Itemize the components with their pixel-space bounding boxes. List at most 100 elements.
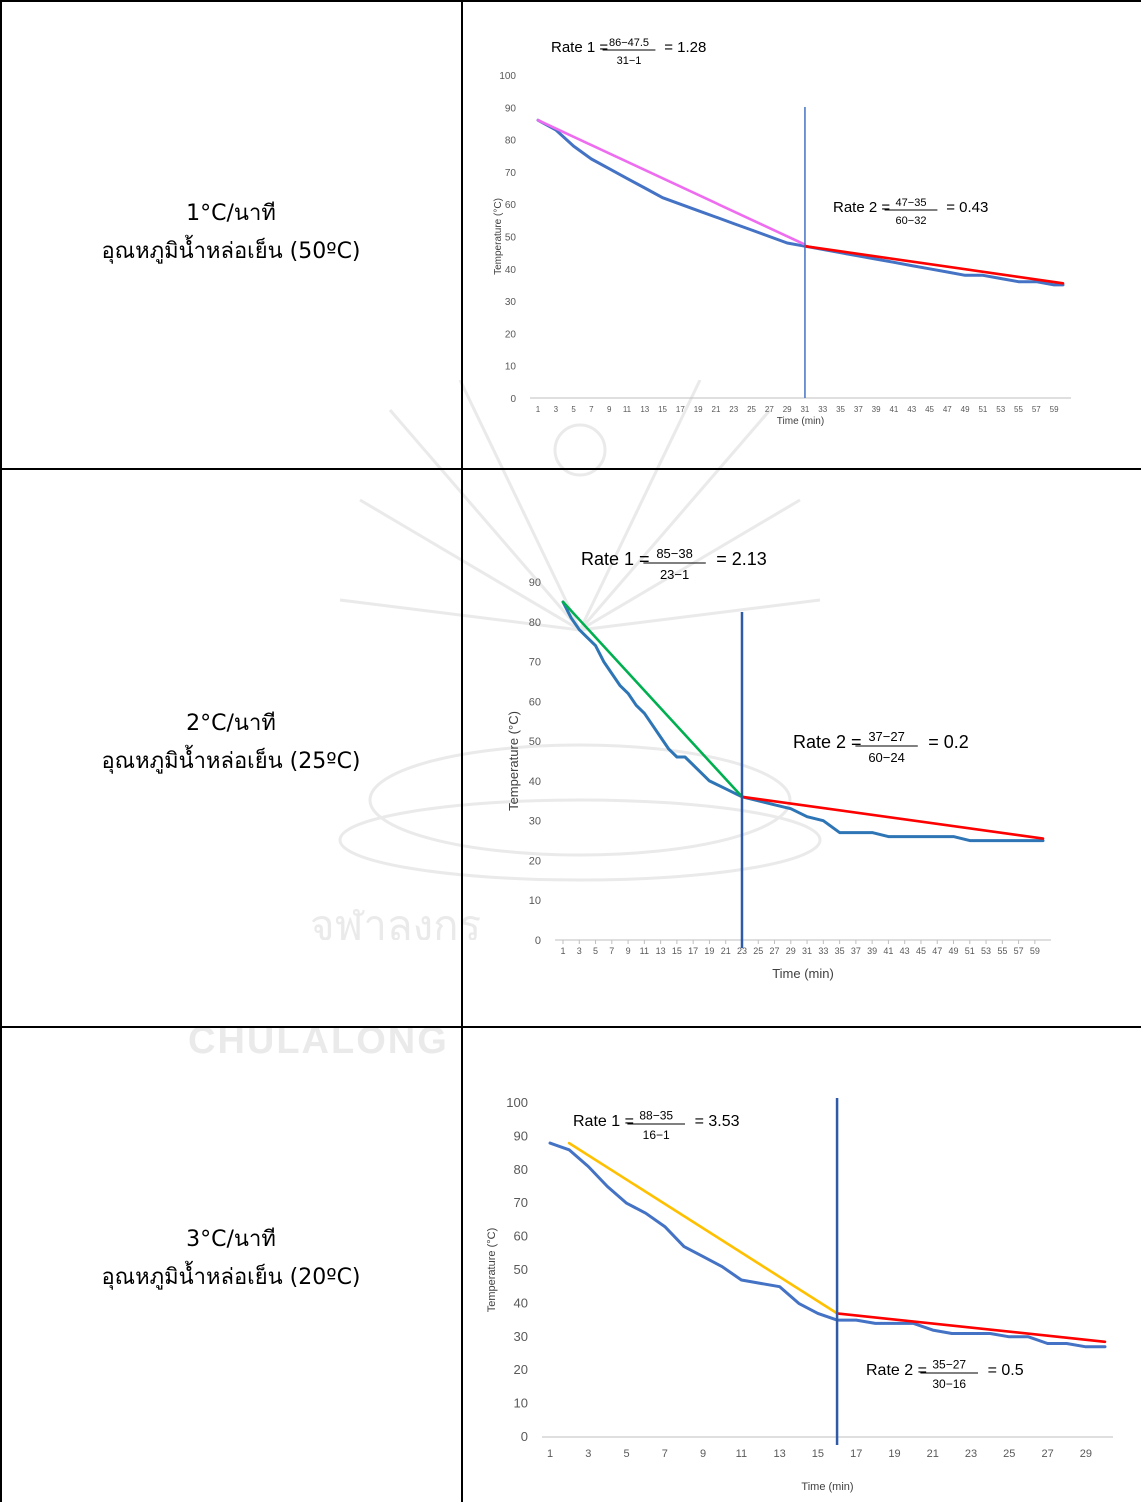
x-tick-label: 17 — [688, 946, 698, 956]
x-tick-label: 35 — [835, 946, 845, 956]
x-tick-label: 15 — [672, 946, 682, 956]
y-tick-label: 70 — [505, 168, 517, 179]
x-tick-label: 41 — [883, 946, 893, 956]
series-line-fit — [567, 1141, 839, 1315]
x-tick-label: 23 — [737, 946, 747, 956]
x-tick-label: 41 — [889, 405, 898, 414]
x-tick-label: 55 — [1014, 405, 1023, 414]
y-axis-label: Temperature (°C) — [506, 711, 521, 811]
table-divider-row-2 — [0, 1026, 1141, 1028]
row-coolant-label: อุณหภูมิน้ำหล่อเย็น (25ºC) — [101, 749, 361, 774]
x-tick-label: 7 — [662, 1448, 668, 1460]
rate-numerator: 35−27 — [932, 1357, 966, 1371]
rate-result: = 0.5 — [988, 1362, 1024, 1379]
x-tick-label: 21 — [927, 1448, 939, 1460]
x-tick-label: 13 — [774, 1448, 786, 1460]
y-tick-label: 60 — [505, 200, 517, 211]
rate-result: = 1.28 — [664, 39, 706, 56]
y-tick-label: 60 — [514, 1229, 528, 1244]
y-tick-label: 20 — [505, 329, 517, 340]
x-tick-label: 33 — [818, 946, 828, 956]
y-tick-label: 40 — [529, 776, 541, 788]
x-tick-label: 3 — [577, 946, 582, 956]
x-tick-label: 27 — [770, 946, 780, 956]
x-tick-label: 27 — [765, 405, 774, 414]
x-tick-label: 57 — [1014, 946, 1024, 956]
rate-numerator: 47−35 — [896, 197, 927, 209]
y-tick-label: 30 — [505, 297, 517, 308]
y-tick-label: 70 — [529, 657, 541, 669]
x-tick-label: 23 — [729, 405, 738, 414]
x-tick-label: 13 — [640, 405, 649, 414]
x-tick-label: 19 — [694, 405, 703, 414]
series-line-fit — [740, 795, 1045, 840]
x-tick-label: 5 — [571, 405, 576, 414]
y-tick-label: 80 — [514, 1162, 528, 1177]
x-tick-label: 39 — [867, 946, 877, 956]
y-tick-label: 90 — [505, 103, 517, 114]
rate-denominator: 60−32 — [896, 215, 927, 227]
y-axis-label: Temperature (°C) — [493, 198, 504, 275]
x-tick-label: 45 — [925, 405, 934, 414]
x-tick-label: 5 — [593, 946, 598, 956]
rate-numerator: 85−38 — [656, 546, 693, 561]
table-border-top — [0, 0, 1141, 2]
x-tick-label: 37 — [854, 405, 863, 414]
x-tick-label: 27 — [1041, 1448, 1053, 1460]
x-tick-label: 17 — [676, 405, 685, 414]
x-axis-label: Time (min) — [772, 966, 834, 981]
x-tick-label: 1 — [536, 405, 541, 414]
table-border-left — [0, 0, 2, 1502]
x-tick-label: 31 — [802, 946, 812, 956]
x-tick-label: 17 — [850, 1448, 862, 1460]
x-tick-label: 1 — [547, 1448, 553, 1460]
x-tick-label: 21 — [721, 946, 731, 956]
y-tick-label: 10 — [505, 362, 517, 373]
y-axis-label: Temperature (°C) — [486, 1228, 498, 1312]
series-line-fit — [835, 1312, 1107, 1344]
x-tick-label: 37 — [851, 946, 861, 956]
rate-result: = 0.2 — [928, 732, 969, 752]
y-tick-label: 70 — [514, 1195, 528, 1210]
y-tick-label: 0 — [521, 1429, 528, 1444]
row-label-1: 1°C/นาที อุณหภูมิน้ำหล่อเย็น (50ºC) — [0, 195, 462, 271]
row-coolant-label: อุณหภูมิน้ำหล่อเย็น (20ºC) — [101, 1265, 361, 1290]
x-tick-label: 15 — [812, 1448, 824, 1460]
x-tick-label: 39 — [872, 405, 881, 414]
x-tick-label: 53 — [996, 405, 1005, 414]
row-rate-label: 2°C/นาที — [186, 711, 276, 736]
x-tick-label: 7 — [609, 946, 614, 956]
x-tick-label: 9 — [700, 1448, 706, 1460]
x-tick-label: 59 — [1050, 405, 1059, 414]
y-tick-label: 20 — [514, 1362, 528, 1377]
rate-denominator: 60−24 — [868, 750, 905, 765]
x-tick-label: 45 — [916, 946, 926, 956]
x-tick-label: 25 — [1003, 1448, 1015, 1460]
y-tick-label: 60 — [529, 696, 541, 708]
series-line-fit — [536, 118, 807, 246]
x-tick-label: 51 — [978, 405, 987, 414]
x-tick-label: 47 — [932, 946, 942, 956]
y-tick-label: 100 — [499, 71, 516, 82]
x-tick-label: 29 — [783, 405, 792, 414]
x-tick-label: 49 — [949, 946, 959, 956]
x-tick-label: 29 — [786, 946, 796, 956]
series-line-fit — [561, 600, 744, 799]
x-axis-label: Time (min) — [777, 416, 824, 427]
x-tick-label: 33 — [818, 405, 827, 414]
x-tick-label: 1 — [560, 946, 565, 956]
rate-denominator: 31−1 — [617, 55, 642, 67]
rate-label: Rate 1 = — [581, 549, 650, 569]
x-tick-label: 43 — [907, 405, 916, 414]
x-tick-label: 9 — [626, 946, 631, 956]
y-tick-label: 30 — [514, 1329, 528, 1344]
rate-label: Rate 1 = — [573, 1113, 634, 1130]
y-tick-label: 40 — [514, 1295, 528, 1310]
rate-label: Rate 1 = — [551, 39, 608, 56]
row-label-3: 3°C/นาที อุณหภูมิน้ำหล่อเย็น (20ºC) — [0, 1221, 462, 1297]
row-rate-label: 3°C/นาที — [186, 1227, 276, 1252]
x-tick-label: 47 — [943, 405, 952, 414]
